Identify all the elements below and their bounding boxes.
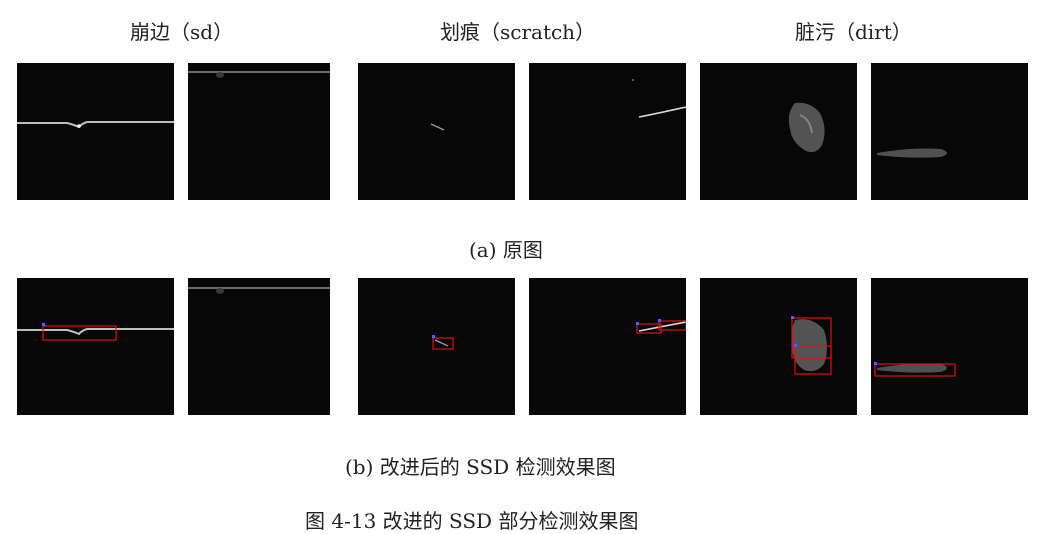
dirt-smear-graphic	[877, 148, 947, 158]
scratch-line-detection-graphic	[636, 319, 686, 334]
scratch-line-graphic	[632, 79, 686, 118]
figure-caption: 图 4-13 改进的 SSD 部分检测效果图	[305, 509, 639, 533]
category-header-scratch: 划痕（scratch）	[440, 20, 596, 44]
sd-edge-chip-graphic	[17, 121, 174, 129]
detection-box	[874, 363, 956, 377]
detection-image-scratch-2	[529, 278, 686, 415]
category-header-sd: 崩边（sd）	[130, 20, 234, 44]
detection-box	[636, 323, 662, 334]
original-image-dirt-2	[871, 63, 1028, 200]
original-image-sd-1	[17, 63, 174, 200]
original-image-scratch-2	[529, 63, 686, 200]
detection-image-scratch-1	[358, 278, 515, 415]
detection-box	[432, 337, 454, 350]
detection-box	[42, 325, 117, 341]
detection-box	[794, 345, 832, 375]
category-header-dirt: 脏污（dirt）	[795, 20, 912, 44]
dirt-smear-detection-graphic	[874, 362, 956, 377]
scratch-mark-graphic	[430, 123, 445, 131]
dirt-detection-graphic	[791, 316, 832, 375]
detection-box	[658, 320, 686, 331]
dirt-blob-graphic	[788, 102, 825, 153]
original-image-dirt-1	[700, 63, 857, 200]
original-image-scratch-1	[358, 63, 515, 200]
detection-image-dirt-2	[871, 278, 1028, 415]
detection-image-sd-1	[17, 278, 174, 415]
row-a-caption: (a) 原图	[469, 238, 543, 262]
sd-edge-graphic	[188, 71, 330, 78]
detection-image-sd-2	[188, 278, 330, 415]
detection-box	[791, 317, 832, 359]
detection-image-dirt-1	[700, 278, 857, 415]
row-b-caption: (b) 改进后的 SSD 检测效果图	[345, 455, 616, 479]
sd-edge-graphic-b	[188, 287, 330, 294]
original-image-sd-2	[188, 63, 330, 200]
sd-detection-graphic	[17, 323, 174, 341]
scratch-detection-graphic	[432, 335, 454, 350]
